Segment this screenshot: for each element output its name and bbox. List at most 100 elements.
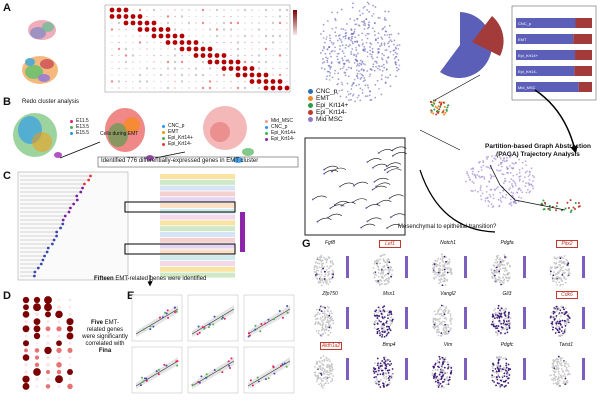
stacked-bar-label: CNC_p xyxy=(518,21,532,26)
umap-f-cell xyxy=(363,50,366,52)
legend-entry: E15.5 xyxy=(70,130,89,136)
dotplot-a-dot xyxy=(242,72,248,78)
dotplot-a-dot xyxy=(166,67,170,70)
dotplot-d-dot xyxy=(45,326,51,332)
feature-cell xyxy=(320,372,322,375)
umap-f-cell xyxy=(325,78,328,81)
paga-cell xyxy=(520,189,522,192)
transition-label: Mesenchymal to epithelial transition? xyxy=(398,224,497,230)
dotplot-a-dot xyxy=(188,54,190,57)
feature-cell xyxy=(319,360,321,363)
feature-cell xyxy=(328,371,331,374)
term-band xyxy=(160,214,235,220)
dotplot-a-dot xyxy=(230,35,232,37)
term-band xyxy=(160,179,235,185)
feature-cell xyxy=(492,323,494,326)
feature-cell xyxy=(553,318,556,321)
feature-cell xyxy=(549,273,552,276)
feature-cell xyxy=(558,321,561,323)
feature-cell xyxy=(562,375,565,377)
umap-f-cell xyxy=(335,35,337,37)
feature-cell xyxy=(497,307,500,310)
lollipop-point xyxy=(55,234,58,238)
feature-cell xyxy=(438,362,441,365)
scatter-point xyxy=(278,310,281,313)
umap-f-cell xyxy=(369,53,372,56)
dotplot-d-dot xyxy=(35,385,39,388)
stream-cell xyxy=(371,188,374,191)
dotplot-a-dot xyxy=(272,67,274,70)
umap-f-cell xyxy=(436,109,439,112)
umap-f-cell xyxy=(359,99,362,102)
paga-cell xyxy=(467,174,470,177)
dotplot-a-dot xyxy=(124,60,128,64)
feature-cell xyxy=(564,307,567,310)
feature-cell xyxy=(555,316,558,319)
feature-cell xyxy=(323,266,326,268)
umap-f-cell xyxy=(365,18,368,21)
umap-f-cell xyxy=(436,106,439,109)
dotplot-d-dot xyxy=(35,377,39,381)
scatter-point xyxy=(152,325,155,328)
paga-cell xyxy=(492,197,495,200)
paga-cell xyxy=(524,185,527,187)
feature-cell xyxy=(551,311,554,314)
umap-f-cell xyxy=(382,63,385,66)
umap-f-cell xyxy=(355,49,358,51)
umap-f-cell xyxy=(352,32,354,35)
dotplot-a-dot xyxy=(146,15,148,18)
dotplot-a-dot xyxy=(125,67,127,70)
dotplot-a-dot xyxy=(278,34,282,38)
scatter-ci xyxy=(248,305,290,337)
umap-f-cell xyxy=(373,69,376,72)
feature-cell xyxy=(324,258,327,261)
scatter-point xyxy=(161,316,164,319)
umap-f-cell xyxy=(367,27,369,30)
scatter-point xyxy=(196,333,199,336)
lollipop-point xyxy=(55,230,59,234)
feature-cell xyxy=(313,271,316,273)
dotplot-a-dot xyxy=(216,15,218,18)
feature-cell xyxy=(438,355,441,358)
lollipop-point xyxy=(63,214,67,218)
feature-cell xyxy=(441,272,444,275)
feature-cell xyxy=(387,371,390,374)
feature-cell xyxy=(560,261,563,264)
feature-cell xyxy=(436,259,439,262)
umap-f-cell xyxy=(336,55,339,58)
feature-cell xyxy=(497,369,500,371)
umap-f-cell xyxy=(437,105,440,108)
feature-cell xyxy=(566,263,569,266)
feature-cell xyxy=(381,323,384,326)
feature-cell xyxy=(561,256,564,259)
feature-cell xyxy=(327,329,330,332)
feature-cell xyxy=(447,330,450,333)
umap-f-cell xyxy=(355,55,358,58)
paga-cell xyxy=(514,182,517,185)
feature-cell xyxy=(563,364,566,367)
umap-f-cell xyxy=(383,34,386,36)
feature-cell xyxy=(441,284,444,287)
dotplot-a-dot xyxy=(193,46,199,52)
umap-f-cell xyxy=(356,17,358,20)
feature-cell xyxy=(561,312,563,314)
feature-cell xyxy=(322,281,325,284)
umap-f-cell xyxy=(361,68,363,70)
feature-cell xyxy=(331,269,334,272)
lollipop-point xyxy=(39,262,43,266)
feature-cell xyxy=(499,277,501,279)
umap-f-cell xyxy=(359,59,362,62)
feature-cell xyxy=(317,280,320,283)
paga-cell xyxy=(567,207,570,210)
paga-cell xyxy=(485,185,488,188)
dotplot-a-dot xyxy=(216,80,218,83)
dotplot-a-dot xyxy=(216,41,218,44)
dotplot-a-dot xyxy=(244,48,246,50)
feature-cell xyxy=(503,270,506,273)
umap-f-cell xyxy=(361,39,364,41)
feature-cell xyxy=(318,329,320,332)
dotplot-a-dot xyxy=(139,67,141,70)
umap-f-cell xyxy=(379,45,381,48)
feature-cell xyxy=(379,310,382,313)
paga-cell xyxy=(556,202,559,205)
